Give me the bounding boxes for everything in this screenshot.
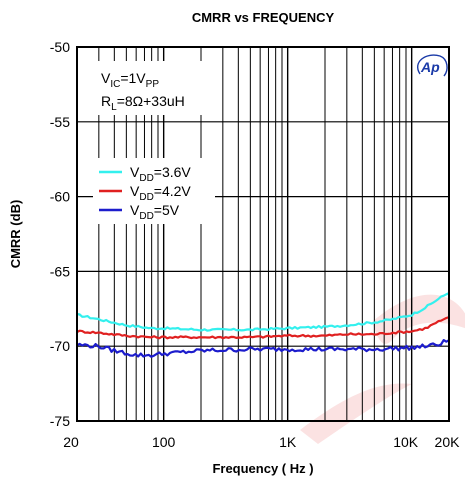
y-tick-label: -60 (50, 189, 70, 205)
x-axis-label: Frequency ( Hz ) (212, 461, 313, 476)
condition-text: RL=8Ω+33uH (101, 93, 185, 113)
legend-label: VDD=3.6V (130, 164, 191, 184)
series-line-2 (76, 316, 450, 340)
conditions-box (93, 61, 215, 115)
ap-logo-icon: Ap (417, 54, 448, 77)
y-axis-label: CMRR (dB) (8, 200, 23, 269)
y-tick-labels: -50 -55 -60 -65 -70 -75 (50, 39, 70, 429)
logo-lettering: Ap (420, 59, 440, 75)
series-line-3 (76, 339, 450, 358)
logo-swoosh (417, 54, 448, 77)
legend-label: VDD=4.2V (130, 183, 191, 203)
x-tick-labels: 20 100 1K 10K 20K (63, 434, 460, 450)
y-tick-label: -65 (50, 263, 70, 279)
x-tick-label: 100 (152, 434, 176, 450)
y-tick-label: -55 (50, 114, 70, 130)
x-tick-label: 10K (393, 434, 419, 450)
series-line-1 (76, 292, 450, 332)
x-tick-label: 1K (279, 434, 297, 450)
watermark-stroke (372, 294, 465, 344)
y-tick-label: -75 (50, 413, 70, 429)
x-tick-label: 20 (63, 434, 79, 450)
y-tick-label: -70 (50, 338, 70, 354)
legend-label: VDD=5V (130, 202, 180, 222)
grid (77, 47, 449, 421)
test-conditions: VIC=1VPP RL=8Ω+33uH (93, 61, 215, 115)
plot-frame (76, 46, 450, 422)
series-layer (76, 292, 450, 358)
x-tick-label: 20K (435, 434, 461, 450)
y-tick-label: -50 (50, 39, 70, 55)
chart-title: CMRR vs FREQUENCY (192, 10, 335, 25)
condition-text: VIC=1VPP (101, 70, 159, 90)
